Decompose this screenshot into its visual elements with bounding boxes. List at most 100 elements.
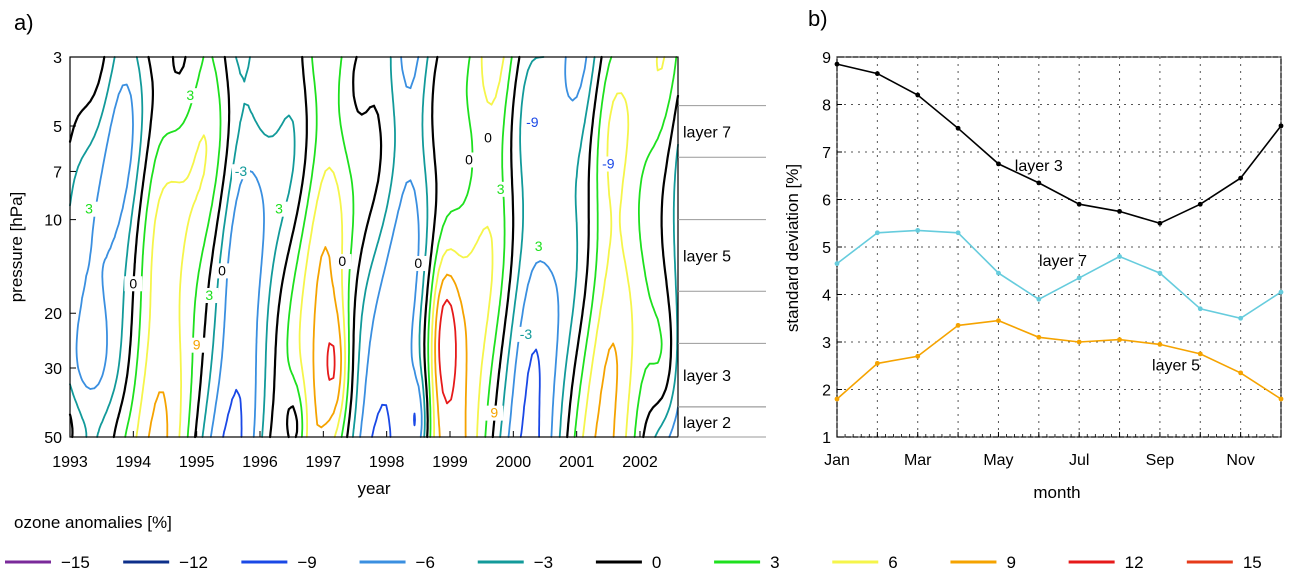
series-point [834, 261, 840, 267]
line-y-tick-label: 4 [822, 288, 831, 305]
series-point [1076, 339, 1082, 345]
series-point [915, 92, 921, 98]
line-y-tick-label: 8 [822, 98, 831, 115]
legend-label: −9 [297, 553, 316, 572]
series-point [1036, 334, 1042, 340]
legend-label: −15 [61, 553, 90, 572]
layer-label: layer 5 [683, 248, 731, 265]
contour-line-level [69, 56, 679, 438]
contour-label: 0 [218, 262, 226, 278]
legend-entry: −6 [359, 553, 435, 572]
legend-entry: 12 [1068, 553, 1144, 572]
panel-a: a) 1993 1994 1995 1996 1997 1998 1999 2000 2001 2… [7, 10, 766, 498]
contour-x-tick-label: 1997 [306, 454, 342, 471]
contour-lines [68, 55, 680, 439]
contour-y-tick-label: 20 [44, 306, 62, 323]
series-point [1197, 351, 1203, 357]
contour-x-ticks: 1993 1994 1995 1996 1997 1998 1999 2000 2001 2002 [52, 431, 658, 471]
series-layer-5: layer 5 [834, 318, 1284, 402]
legend-entry: −9 [241, 553, 317, 572]
contour-x-tick-label: 1996 [242, 454, 278, 471]
series-label: layer 5 [1152, 358, 1200, 375]
line-x-tick-label: Jan [824, 452, 850, 469]
line-x-ticks: Jan Mar May Jul Sep Nov [824, 452, 1255, 469]
contour-x-tick-label: 1995 [179, 454, 215, 471]
contour-plot-frame [69, 56, 679, 438]
contour-label: 3 [85, 201, 93, 217]
line-y-tick-label: 2 [822, 383, 831, 400]
panel-a-label: a) [14, 10, 34, 35]
legend-label: 15 [1243, 553, 1262, 572]
layer-markers: layer 7 layer 5 layer 3 layer 2 [678, 105, 766, 438]
legend-label: 6 [888, 553, 897, 572]
line-y-tick-label: 7 [822, 145, 831, 162]
contour-label: -3 [520, 326, 533, 342]
series-point [955, 322, 961, 328]
series-point [1197, 201, 1203, 207]
series-layer-3: layer 3 [834, 61, 1284, 226]
contour-line-level [222, 348, 541, 438]
contour-y-tick-label: 7 [53, 164, 62, 181]
series-point [1238, 370, 1244, 376]
contour-label: 3 [186, 87, 194, 103]
series-label: layer 3 [1015, 158, 1063, 175]
contour-label-background [124, 276, 143, 292]
series-line [836, 319, 1282, 400]
contour-label-background [213, 263, 231, 279]
legend-entry: −15 [5, 553, 90, 572]
contour-y-tick-label: 50 [44, 430, 62, 447]
line-series: layer 3 layer 7 layer 5 [834, 61, 1284, 402]
series-point [1238, 175, 1244, 181]
series-point [1197, 306, 1203, 312]
legend-label: −6 [416, 553, 435, 572]
series-point [996, 161, 1001, 167]
contour-label-background [200, 288, 219, 304]
line-plot-frame [836, 56, 1282, 438]
contour-label-background [270, 201, 288, 217]
contour-x-tick-label: 1993 [52, 454, 88, 471]
series-point [874, 71, 880, 77]
legend-label: −3 [534, 553, 553, 572]
contour-x-tick-label: 1999 [432, 454, 468, 471]
contour-label: -9 [602, 156, 615, 172]
layer-label: layer 7 [683, 124, 731, 141]
series-point [1278, 289, 1284, 295]
contour-label: 0 [465, 151, 473, 167]
panel-b-label: b) [808, 6, 828, 31]
legend-label: 9 [1006, 553, 1015, 572]
contour-label-background [187, 337, 206, 353]
series-point [1036, 296, 1042, 302]
series-point [915, 227, 921, 233]
contour-label: 0 [414, 255, 422, 271]
legend-entry: 3 [714, 553, 780, 572]
contour-label-background [181, 88, 200, 104]
series-point [1157, 341, 1163, 347]
series-point [874, 230, 880, 236]
line-plot-grid [836, 56, 1282, 438]
series-point [955, 125, 961, 131]
legend-entry: 9 [950, 553, 1016, 572]
contour-label: 3 [497, 181, 505, 197]
contour-x-tick-label: 2001 [559, 454, 595, 471]
series-point [1117, 208, 1122, 214]
contour-label-background [460, 152, 478, 168]
line-x-tick-label: Sep [1146, 452, 1175, 469]
legend-label: 0 [652, 553, 661, 572]
series-point [1238, 315, 1244, 321]
legend-label: 3 [770, 553, 779, 572]
contour-label-background [333, 254, 352, 270]
line-y-tick-label: 6 [822, 193, 831, 210]
line-y-ticks: 1 2 3 4 5 6 7 8 9 [822, 50, 831, 447]
legend-title: ozone anomalies [%] [14, 513, 172, 532]
contour-line-level [68, 55, 680, 439]
series-layer-7: layer 7 [834, 227, 1284, 321]
series-line [836, 63, 1282, 225]
contour-label: 9 [490, 405, 498, 421]
contour-label-background [517, 326, 535, 342]
contour-label-background [599, 156, 618, 172]
series-label: layer 7 [1039, 253, 1087, 270]
contour-label: 9 [193, 337, 201, 353]
legend-label: −12 [179, 553, 208, 572]
